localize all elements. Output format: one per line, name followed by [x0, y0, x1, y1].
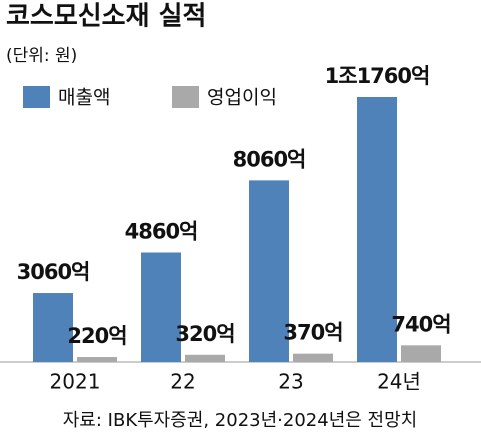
value-label: 740억	[391, 312, 450, 336]
bar	[293, 353, 333, 362]
bar	[249, 180, 289, 362]
x-tick-label: 23	[278, 370, 303, 394]
value-label: 1조1760억	[325, 64, 430, 88]
unit-label: (단위: 원)	[6, 46, 77, 66]
legend-label: 영업이익	[207, 87, 277, 109]
bar	[77, 357, 117, 362]
x-tick-label: 2021	[50, 370, 101, 394]
bar	[33, 293, 73, 362]
value-label: 320억	[175, 322, 234, 346]
value-label: 370억	[283, 321, 342, 345]
legend-swatch	[172, 86, 199, 108]
value-label: 220억	[67, 324, 126, 348]
bar	[185, 354, 225, 362]
bar	[357, 97, 397, 362]
chart-title: 코스모신소재 실적	[6, 2, 206, 32]
legend-swatch	[23, 86, 50, 108]
source: 자료: IBK투자증권, 2023년·2024년은 전망치	[63, 410, 417, 431]
x-tick-label: 24년	[377, 370, 421, 394]
bar	[401, 345, 441, 362]
x-tick-label: 22	[170, 370, 195, 394]
bar	[141, 252, 181, 362]
value-label: 8060억	[233, 147, 306, 171]
value-label: 4860억	[125, 219, 198, 243]
legend-label: 매출액	[58, 87, 110, 109]
value-label: 3060억	[17, 260, 90, 284]
